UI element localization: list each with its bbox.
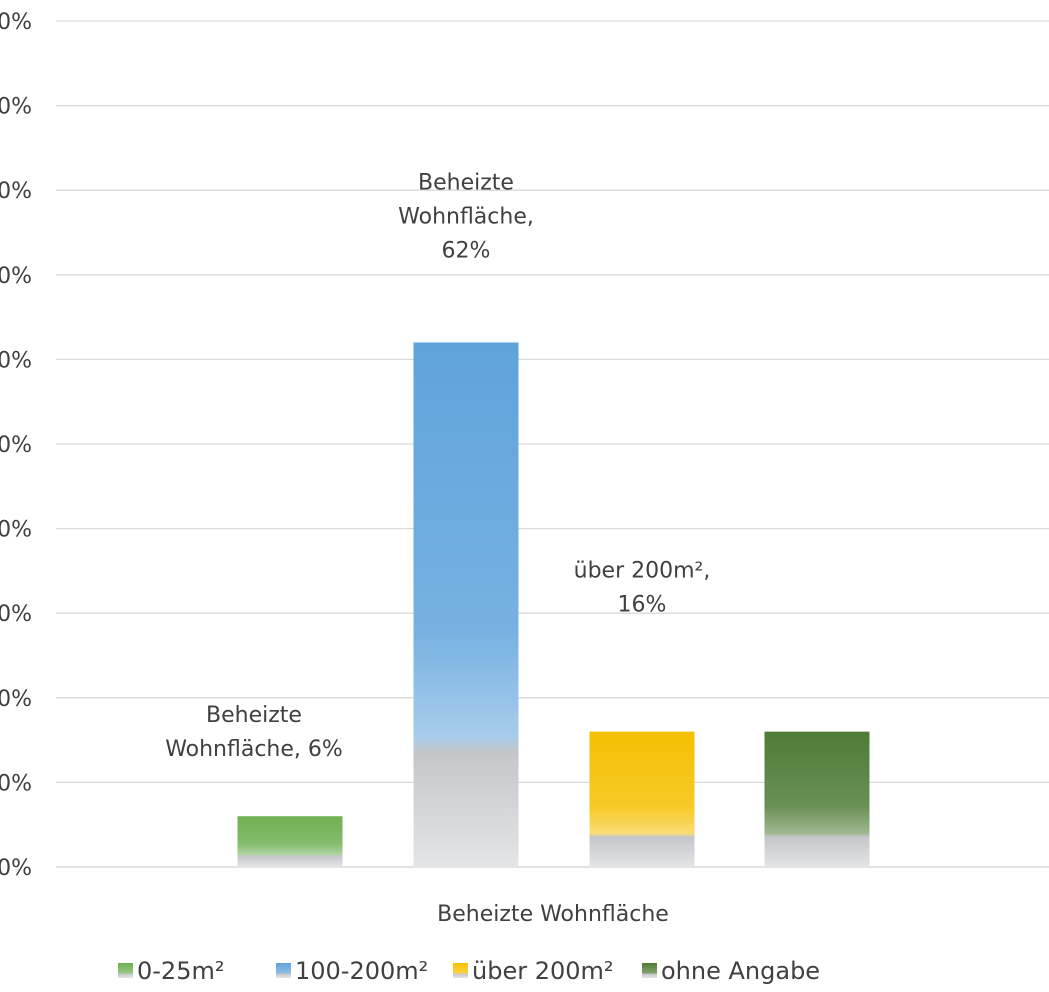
bar-4 xyxy=(764,731,870,867)
legend-swatch xyxy=(453,963,468,978)
data-label: über 200m², xyxy=(574,559,711,584)
bars xyxy=(237,342,870,868)
y-tick-label: 80% xyxy=(0,179,32,204)
legend-label: ohne Angabe xyxy=(661,957,820,985)
y-tick-label: 0% xyxy=(0,856,32,881)
data-label: 62% xyxy=(442,238,491,263)
y-axis-ticks: 0% 10% 20% 30% 40% 50% 60% 70% 80% 90% 100% xyxy=(0,10,32,881)
data-label: 16% xyxy=(618,593,667,618)
category-axis: Beheizte Wohnfläche xyxy=(437,902,669,927)
legend-swatch xyxy=(642,963,657,978)
legend-label: 0-25m² xyxy=(137,957,224,985)
y-tick-label: 70% xyxy=(0,264,32,289)
legend-swatch xyxy=(276,963,291,978)
y-tick-label: 90% xyxy=(0,95,32,120)
legend: 0-25m² 100-200m² über 200m² ohne Angabe xyxy=(118,957,820,985)
legend-swatch xyxy=(118,963,133,978)
legend-label: über 200m² xyxy=(472,957,614,985)
data-label: Wohnfläche, 6% xyxy=(165,737,343,762)
y-tick-label: 60% xyxy=(0,348,32,373)
data-label: Beheizte xyxy=(418,170,514,195)
legend-item: 0-25m² xyxy=(118,957,224,985)
y-tick-label: 50% xyxy=(0,433,32,458)
x-category-label: Beheizte Wohnfläche xyxy=(437,902,669,927)
y-tick-label: 40% xyxy=(0,518,32,543)
data-labels: Beheizte Wohnfläche, 6% Beheizte Wohnfläche… xyxy=(165,170,710,762)
legend-item: 100-200m² xyxy=(276,957,428,985)
bar-3 xyxy=(589,731,695,867)
gridlines xyxy=(56,20,1049,868)
legend-label: 100-200m² xyxy=(295,957,428,985)
bar-2 xyxy=(413,342,519,868)
bar-1 xyxy=(237,816,343,867)
legend-item: über 200m² xyxy=(453,957,614,985)
data-label: Beheizte xyxy=(206,703,302,728)
legend-item: ohne Angabe xyxy=(642,957,820,985)
y-tick-label: 100% xyxy=(0,10,32,35)
y-tick-label: 10% xyxy=(0,771,32,796)
y-tick-label: 30% xyxy=(0,602,32,627)
y-tick-label: 20% xyxy=(0,687,32,712)
data-label: Wohnfläche, xyxy=(398,204,534,229)
